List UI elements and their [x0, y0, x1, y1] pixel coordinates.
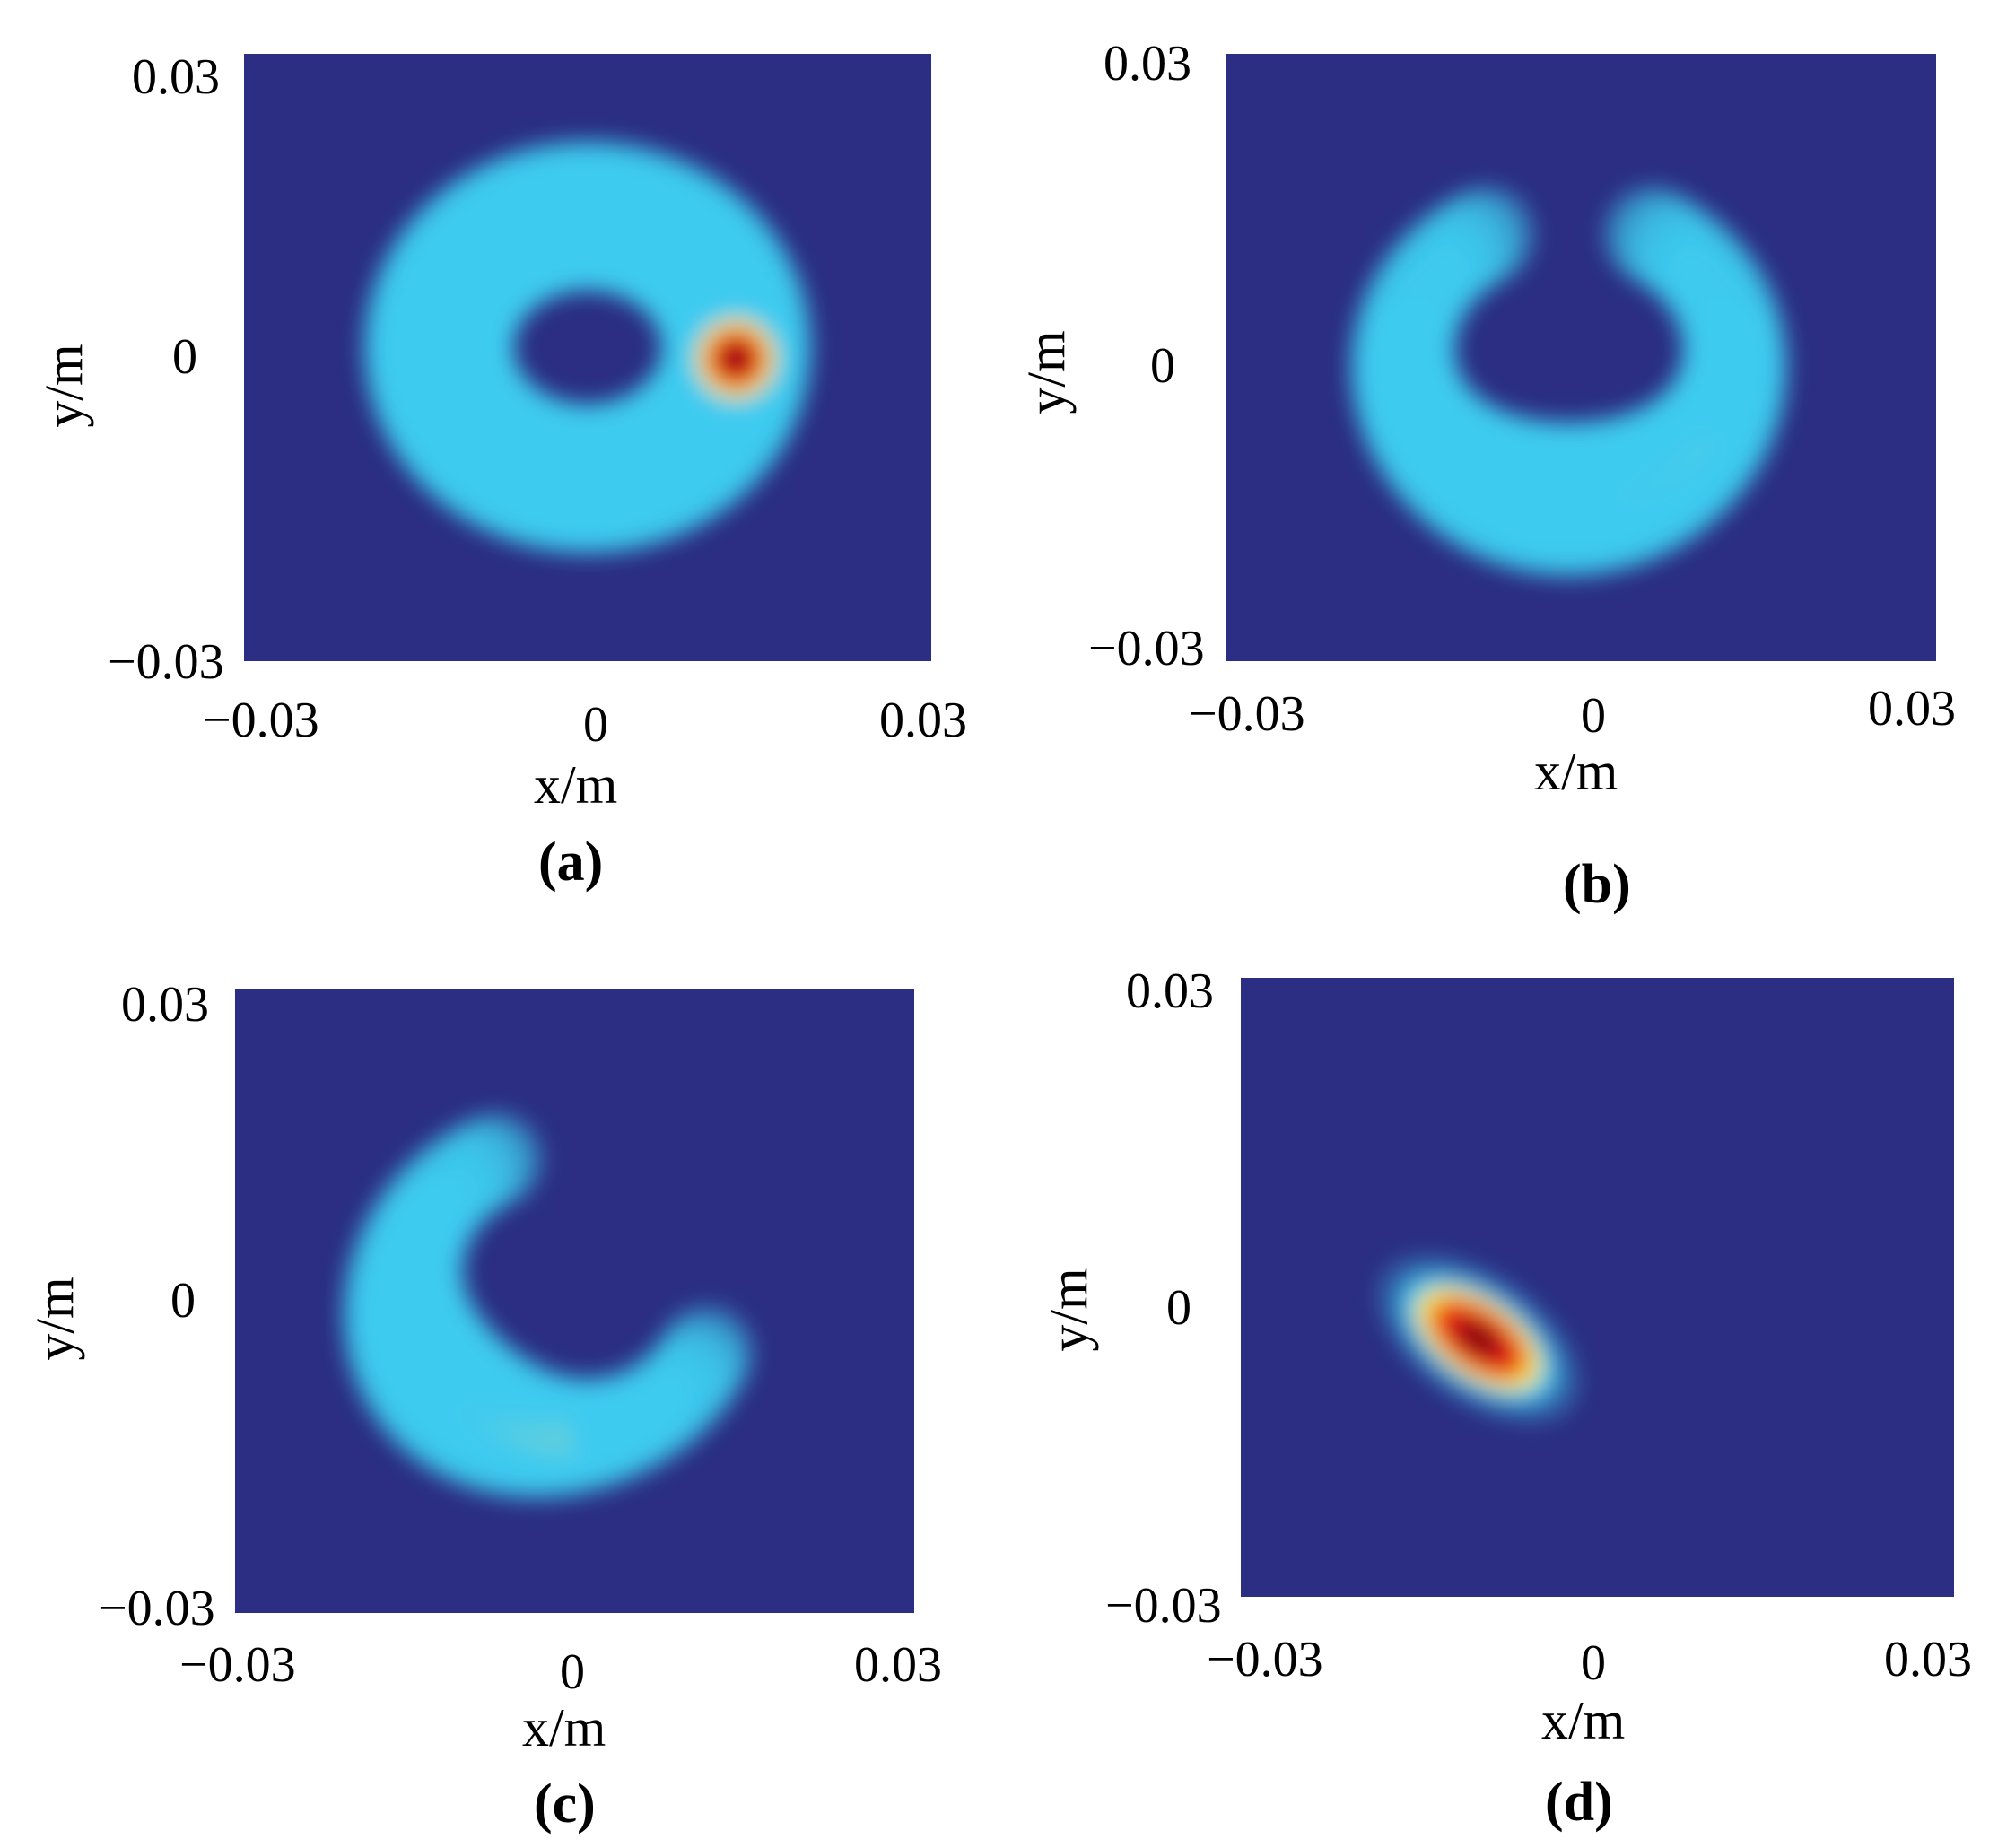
y-tick-bottom-a: −0.03 — [108, 634, 224, 690]
intensity-ring-segment — [722, 344, 750, 373]
heatmap-plot-d — [1241, 978, 1954, 1597]
x-tick-left-a: −0.03 — [203, 693, 319, 748]
heatmap-plot-c — [235, 989, 914, 1613]
y-tick-bottom-d: −0.03 — [1105, 1578, 1222, 1634]
x-tick-right-b: 0.03 — [1868, 681, 1956, 737]
y-tick-top-d: 0.03 — [1126, 963, 1214, 1019]
y-tick-bottom-b: −0.03 — [1088, 621, 1205, 676]
y-axis-label-c: y/m — [25, 1277, 85, 1361]
intensity-spot-layer-4 — [1455, 1320, 1502, 1358]
x-tick-mid-a: 0 — [583, 697, 608, 753]
heatmap-svg — [1241, 978, 1954, 1597]
intensity-ring-segment — [1603, 186, 1701, 283]
y-tick-top-b: 0.03 — [1104, 36, 1191, 92]
y-axis-label-b: y/m — [1016, 330, 1077, 414]
caption-c: (c) — [534, 1774, 596, 1835]
heatmap-svg — [1226, 54, 1936, 661]
x-axis-label-a: x/m — [534, 755, 618, 815]
x-tick-mid-d: 0 — [1581, 1635, 1606, 1691]
caption-d: (d) — [1545, 1772, 1613, 1833]
x-tick-right-c: 0.03 — [854, 1637, 942, 1693]
x-tick-left-c: −0.03 — [179, 1637, 296, 1693]
y-tick-mid-d: 0 — [1166, 1280, 1191, 1336]
y-tick-mid-a: 0 — [172, 329, 197, 385]
x-axis-label-d: x/m — [1541, 1691, 1626, 1750]
heatmap-background — [235, 989, 914, 1613]
caption-b: (b) — [1563, 854, 1631, 915]
x-axis-label-b: x/m — [1534, 742, 1618, 801]
heatmap-plot-a — [244, 54, 931, 661]
x-tick-mid-b: 0 — [1581, 688, 1606, 744]
caption-a: (a) — [538, 832, 604, 893]
y-tick-mid-b: 0 — [1150, 338, 1175, 394]
x-tick-right-d: 0.03 — [1884, 1632, 1972, 1687]
intensity-ring-segment — [660, 1305, 754, 1399]
y-tick-mid-c: 0 — [170, 1273, 196, 1329]
heatmap-svg — [244, 54, 931, 661]
x-axis-label-c: x/m — [522, 1698, 606, 1757]
x-tick-mid-c: 0 — [560, 1644, 585, 1700]
x-tick-left-b: −0.03 — [1189, 686, 1305, 742]
y-tick-top-a: 0.03 — [132, 49, 220, 105]
x-tick-right-a: 0.03 — [879, 693, 967, 748]
y-tick-top-c: 0.03 — [121, 977, 209, 1033]
heatmap-svg — [235, 989, 914, 1613]
intensity-ring-segment — [1694, 330, 1774, 410]
x-tick-left-d: −0.03 — [1207, 1632, 1323, 1687]
y-axis-label-d: y/m — [1039, 1268, 1099, 1352]
y-axis-label-a: y/m — [34, 344, 94, 428]
heatmap-background — [1241, 978, 1954, 1597]
y-tick-bottom-c: −0.03 — [99, 1581, 215, 1636]
heatmap-plot-b — [1226, 54, 1936, 661]
